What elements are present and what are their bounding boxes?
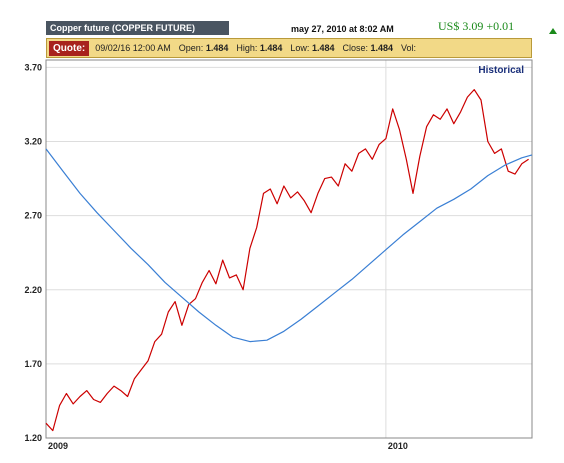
y-tick-label: 1.70: [24, 359, 42, 369]
close-value: 1.484: [370, 43, 394, 53]
open-value: 1.484: [205, 43, 229, 53]
series-line-0: [45, 88, 529, 432]
instrument-title: Copper future (COPPER FUTURE): [46, 21, 229, 35]
grid-lines: [45, 60, 532, 439]
quote-high: High: 1.484: [236, 43, 282, 53]
low-value: 1.484: [311, 43, 335, 53]
up-arrow-icon: [549, 28, 557, 34]
open-label: Open:: [178, 43, 204, 53]
x-axis-ticks: 2009 2010: [48, 441, 408, 451]
y-tick-label: 3.70: [24, 62, 42, 72]
quote-open: Open: 1.484: [179, 43, 229, 53]
series-line-1: [45, 148, 533, 343]
series-lines: [45, 88, 533, 432]
quote-bar: Quote: 09/02/16 12:00 AM Open: 1.484 Hig…: [46, 38, 532, 58]
quote-close: Close: 1.484: [342, 43, 393, 53]
quote-date: 09/02/16 12:00 AM: [95, 43, 171, 53]
low-label: Low:: [290, 43, 310, 53]
quote-low: Low: 1.484: [290, 43, 334, 53]
high-label: High:: [236, 43, 258, 53]
plot-border: [45, 59, 533, 439]
quote-label: Quote:: [49, 40, 90, 56]
current-price: US$ 3.09 +0.01: [438, 19, 515, 33]
mode-label[interactable]: Historical: [478, 65, 524, 76]
y-axis-ticks: 3.70 3.20 2.70 2.20 1.70 1.20: [24, 62, 42, 443]
high-value: 1.484: [259, 43, 283, 53]
y-tick-label: 3.20: [24, 137, 42, 147]
y-tick-label: 1.20: [24, 433, 42, 443]
y-tick-label: 2.70: [24, 211, 42, 221]
quote-vol: Vol:: [401, 43, 417, 53]
timestamp: may 27, 2010 at 8:02 AM: [291, 24, 394, 34]
close-label: Close:: [342, 43, 368, 53]
x-tick-label: 2009: [48, 441, 68, 451]
x-tick-label: 2010: [388, 441, 408, 451]
y-tick-label: 2.20: [24, 285, 42, 295]
